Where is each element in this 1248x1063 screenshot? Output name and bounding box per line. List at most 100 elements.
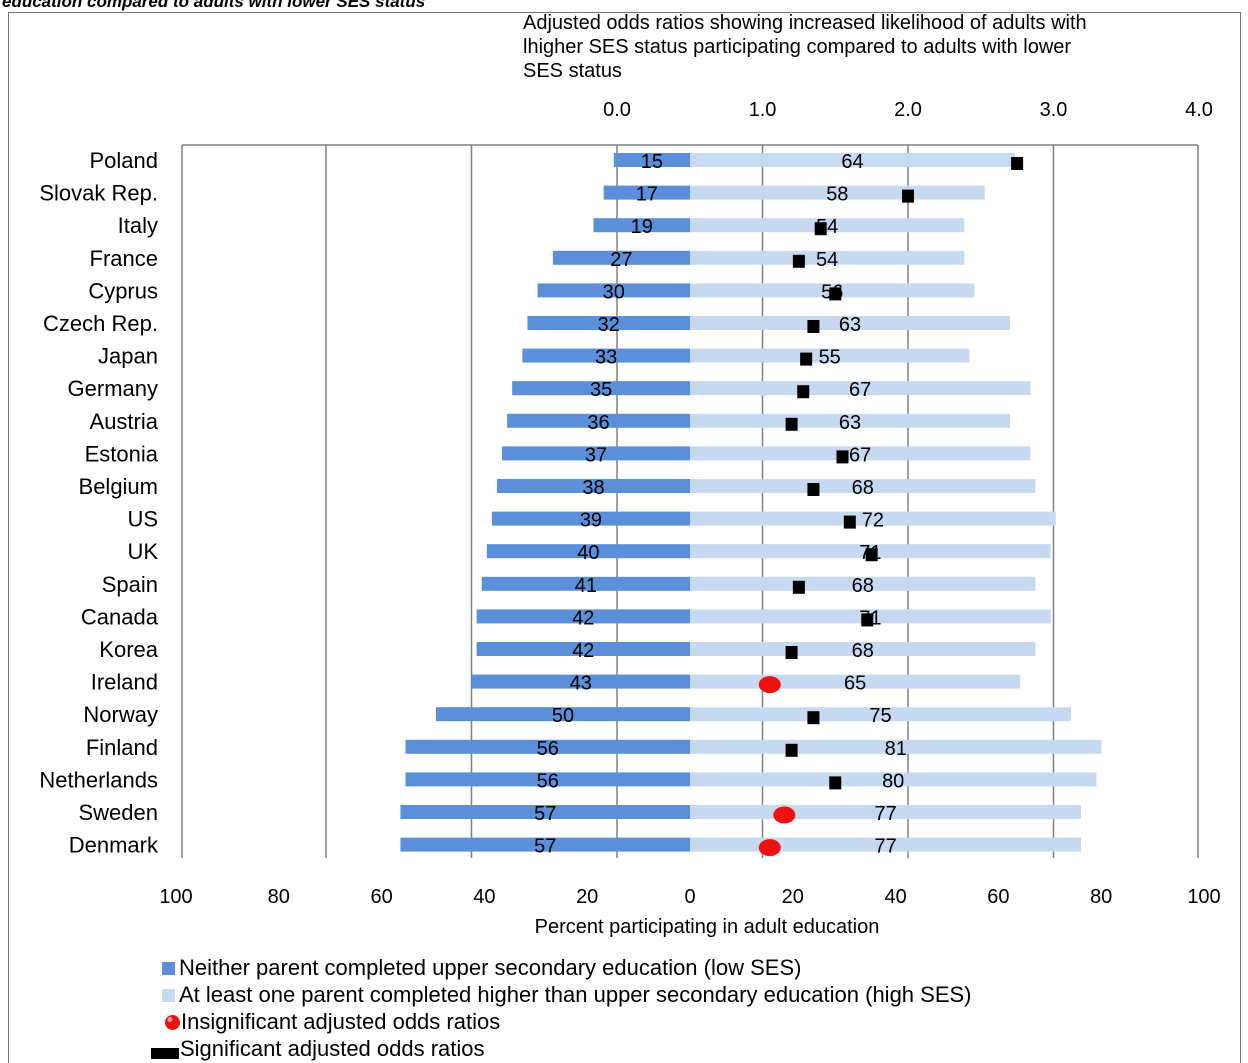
bar-low-ses — [527, 316, 690, 330]
bar-low-ses — [436, 707, 690, 722]
category-label: UK — [127, 539, 158, 564]
odds-marker-significant — [792, 254, 805, 268]
bar-low-ses — [537, 283, 690, 298]
bar-value-label-low: 27 — [610, 249, 632, 271]
bar-low-ses — [400, 805, 690, 819]
bar-high-ses — [690, 707, 1071, 722]
odds-marker-significant — [807, 483, 820, 496]
legend-item-insignificant: Insignificant adjusted odds ratios — [164, 1009, 500, 1035]
bottom-tick-label: 100 — [159, 886, 192, 908]
category-label: Austria — [90, 409, 159, 434]
odds-marker-significant — [785, 743, 798, 757]
top-axis-title-line: SES status — [523, 60, 622, 82]
legend-item-low-ses: Neither parent completed upper secondary… — [162, 955, 801, 981]
bottom-axis-title: Percent participating in adult education — [535, 916, 880, 938]
bar-value-label-high: 55 — [819, 347, 841, 369]
bar-value-label-low: 50 — [552, 705, 574, 727]
bar-low-ses — [471, 674, 690, 689]
top-axis-title-line: lhigher SES status participating compare… — [523, 36, 1071, 58]
category-label: US — [127, 507, 158, 532]
chart-frame — [8, 12, 1241, 1063]
odds-marker-significant — [829, 287, 842, 301]
bar-value-label-low: 56 — [537, 770, 559, 792]
page-title: education compared to adults with lower … — [2, 0, 426, 11]
legend-label-significant: Significant adjusted odds ratios — [180, 1036, 485, 1061]
odds-marker-significant — [800, 352, 813, 366]
bar-value-label-low: 37 — [585, 444, 607, 466]
bar-high-ses — [690, 642, 1036, 656]
bar-value-label-high: 77 — [874, 836, 896, 858]
bar-value-label-low: 40 — [577, 542, 599, 564]
odds-marker-significant — [814, 222, 827, 236]
category-label: Italy — [118, 213, 158, 238]
category-label: Finland — [86, 735, 158, 760]
odds-markers — [758, 157, 1024, 857]
bar-value-label-low: 42 — [572, 640, 594, 662]
bar-low-ses — [486, 544, 690, 559]
category-label: Netherlands — [39, 767, 158, 792]
bar-low-ses — [496, 479, 690, 493]
bottom-tick-label: 80 — [268, 886, 290, 908]
legend-label-insignificant: Insignificant adjusted odds ratios — [181, 1009, 501, 1034]
bar-value-label-low: 32 — [598, 314, 620, 336]
category-label: Japan — [98, 344, 158, 369]
bar-low-ses — [603, 185, 690, 200]
bar-high-ses — [690, 413, 1011, 428]
category-labels: Poland Slovak Rep. Italy France Cyprus Czech … — [39, 148, 159, 858]
bar-value-label-high: 68 — [852, 640, 874, 662]
bar-value-label-low: 33 — [595, 347, 617, 369]
top-tick-label: 1.0 — [749, 99, 777, 121]
category-label: Sweden — [78, 800, 158, 825]
bottom-tick-label: 100 — [1187, 886, 1220, 908]
bar-high-ses — [690, 479, 1036, 493]
category-label: Estonia — [85, 441, 159, 466]
black-square-icon — [151, 1048, 179, 1059]
bar-high-ses — [690, 576, 1036, 591]
bar-low-ses — [491, 511, 690, 526]
bar-low-ses — [502, 446, 690, 461]
legend-item-significant: Significant adjusted odds ratios — [150, 1036, 485, 1062]
bar-high-ses — [690, 316, 1011, 330]
odds-marker-significant — [797, 385, 810, 399]
bar-value-label-low: 15 — [641, 151, 663, 173]
bar-low-ses — [476, 642, 690, 656]
bar-value-label-high: 64 — [841, 151, 863, 173]
bar-high-ses — [690, 511, 1056, 526]
bar-value-label-low: 57 — [534, 803, 556, 825]
bar-low-ses — [512, 381, 690, 396]
bar-value-label-high: 58 — [826, 184, 848, 206]
bar-value-label-low: 38 — [582, 477, 604, 499]
bar-value-label-high: 68 — [852, 575, 874, 597]
category-label: Cyprus — [88, 278, 158, 303]
bar-low-ses — [481, 576, 690, 591]
legend-item-high-ses: At least one parent completed higher tha… — [162, 982, 972, 1008]
top-tick-label: 2.0 — [894, 99, 922, 121]
legend-swatch-high-ses — [162, 989, 175, 1002]
bar-value-label-high: 81 — [885, 738, 907, 760]
bar-value-label-high: 54 — [816, 249, 838, 271]
bar-low-ses — [593, 218, 690, 233]
bar-value-label-high: 80 — [882, 770, 904, 792]
bar-value-label-low: 17 — [636, 184, 658, 206]
odds-marker-insignificant — [758, 839, 781, 857]
bar-low-ses — [507, 413, 690, 428]
odds-marker-significant — [843, 515, 856, 529]
bar-value-label-high: 63 — [839, 412, 861, 434]
bar-value-label-high: 67 — [849, 444, 871, 466]
bottom-axis-ticks: 100 80 60 40 20 0 20 40 60 80 100 — [159, 886, 1220, 908]
bottom-tick-label: 0 — [684, 886, 695, 908]
bar-value-label-low: 36 — [587, 412, 609, 434]
top-axis-title-line: Adjusted odds ratios showing increased l… — [523, 12, 1087, 34]
bar-value-label-low: 30 — [603, 281, 625, 303]
bar-value-label-low: 35 — [590, 379, 612, 401]
category-label: Slovak Rep. — [39, 181, 158, 206]
top-axis-ticks: 0.0 1.0 2.0 3.0 4.0 — [603, 99, 1213, 121]
bar-high-ses — [690, 218, 965, 233]
category-label: Norway — [83, 702, 158, 727]
category-label: Ireland — [91, 670, 158, 695]
category-label: France — [90, 246, 158, 271]
red-circle-icon — [165, 1015, 180, 1030]
odds-marker-significant — [785, 646, 798, 659]
bar-low-ses — [613, 153, 690, 167]
